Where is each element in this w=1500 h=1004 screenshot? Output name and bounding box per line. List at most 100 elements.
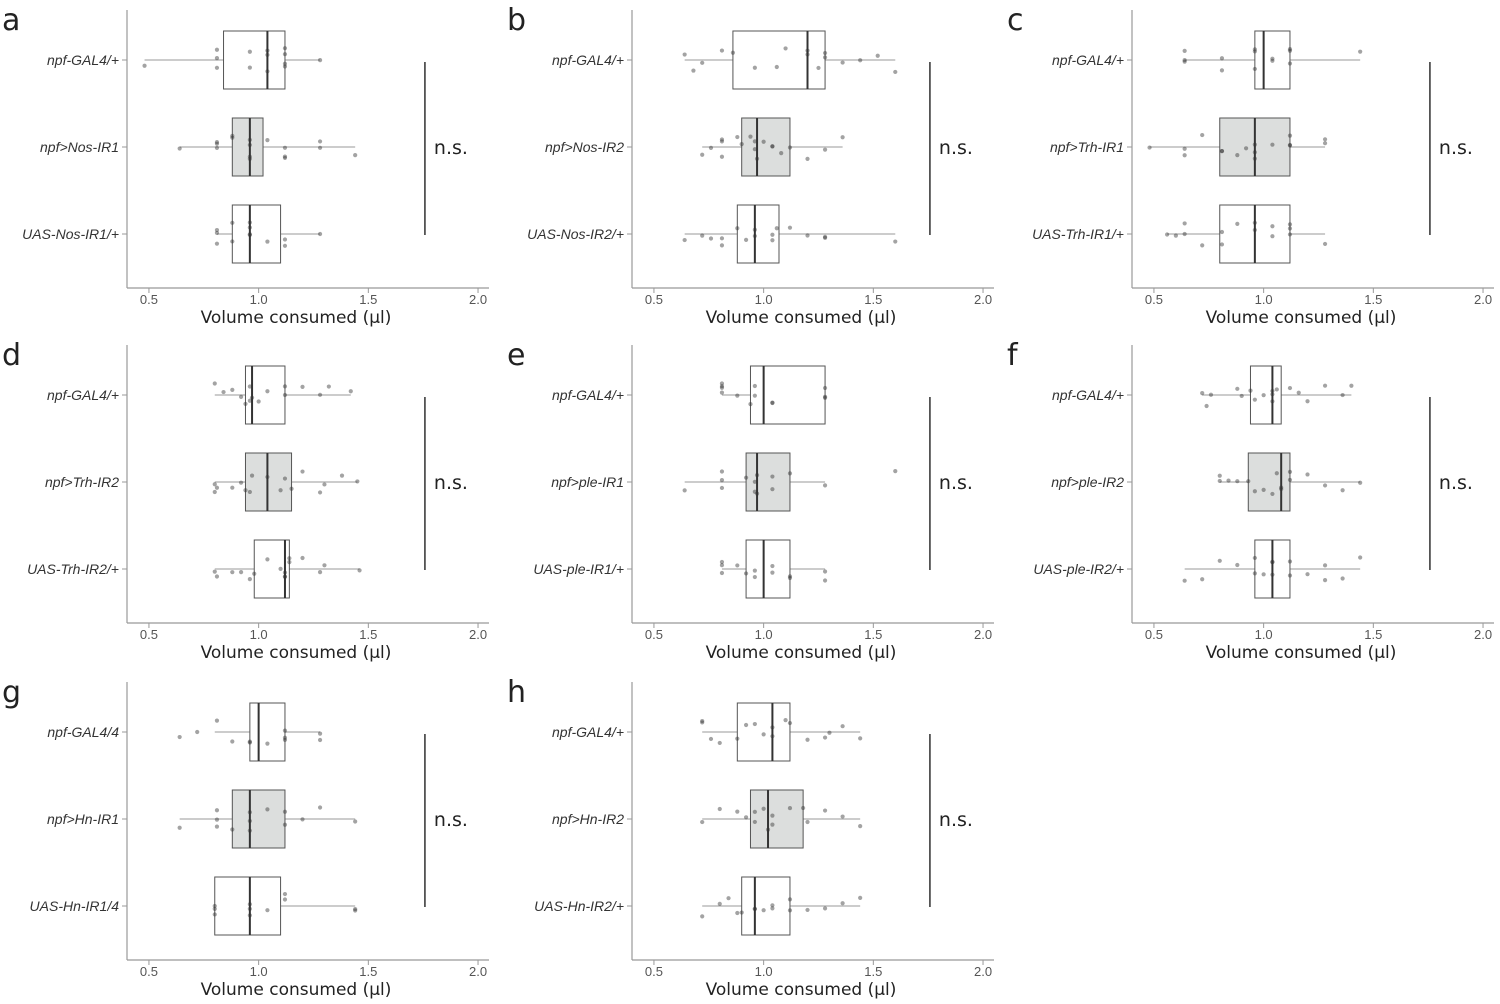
data-point: [1287, 573, 1293, 578]
data-point: [754, 156, 760, 161]
data-point: [743, 571, 749, 576]
data-point: [1252, 47, 1257, 52]
panel-e: e 0.5 1.0 1.5 2.0 Volume consumed (µl) npf-GAL…: [507, 338, 994, 663]
data-point: [719, 385, 725, 390]
panel-letter: c: [1007, 3, 1024, 38]
data-point: [1219, 68, 1225, 73]
data-point: [230, 220, 235, 225]
data-point: [691, 68, 696, 73]
data-point: [761, 139, 766, 144]
panel-letter: e: [507, 338, 525, 373]
data-point: [247, 739, 252, 744]
data-point: [247, 156, 252, 162]
data-point: [265, 474, 270, 480]
data-point: [719, 559, 725, 565]
group-label: UAS-Nos-IR2/+: [527, 226, 624, 242]
data-point: [214, 230, 220, 236]
group-label: npf>Hn-IR1: [47, 811, 119, 827]
data-point: [726, 896, 731, 901]
data-point: [282, 574, 288, 579]
data-point: [1182, 231, 1187, 237]
data-point: [317, 570, 323, 575]
data-point: [735, 736, 740, 741]
data-point: [230, 239, 235, 244]
data-point: [214, 140, 220, 145]
data-point: [1322, 483, 1328, 488]
data-point: [287, 556, 292, 561]
data-point: [1340, 576, 1345, 581]
data-point: [265, 239, 270, 244]
data-point: [752, 147, 757, 152]
data-point: [1261, 487, 1266, 492]
data-point: [355, 479, 360, 484]
data-point: [1182, 48, 1187, 54]
data-point: [770, 400, 775, 405]
data-point: [770, 734, 775, 739]
data-point: [719, 570, 725, 576]
data-point: [752, 906, 757, 912]
data-point: [326, 384, 331, 389]
data-point: [265, 52, 270, 57]
data-point: [770, 813, 775, 818]
significance-label: n.s.: [1439, 137, 1473, 159]
data-point: [212, 569, 217, 574]
data-point: [787, 720, 793, 726]
data-point: [278, 566, 283, 571]
group-label: UAS-Hn-IR1/4: [30, 898, 120, 914]
panel-h: h 0.5 1.0 1.5 2.0 Volume consumed (µl) npf-GAL…: [507, 675, 994, 1000]
data-point: [1270, 560, 1275, 565]
data-point: [752, 721, 757, 727]
data-point: [1182, 153, 1187, 158]
data-point: [353, 908, 358, 913]
data-point: [1305, 399, 1310, 404]
group-label: npf-GAL4/+: [47, 52, 119, 68]
data-point: [1208, 392, 1214, 397]
x-tick-label: 0.5: [645, 292, 663, 307]
x-axis-title: Volume consumed (µl): [1206, 643, 1397, 663]
data-point: [822, 808, 828, 813]
data-point: [300, 469, 305, 474]
data-point: [1270, 58, 1275, 63]
data-point: [348, 389, 353, 394]
data-point: [1322, 563, 1328, 568]
data-point: [282, 61, 288, 66]
data-point: [1165, 232, 1170, 237]
data-point: [282, 145, 288, 150]
data-point: [719, 137, 725, 142]
data-point: [214, 824, 220, 829]
data-point: [682, 237, 687, 243]
group-label: npf>Nos-IR2: [545, 139, 624, 155]
data-point: [827, 730, 832, 735]
data-point: [247, 489, 252, 495]
data-point: [247, 906, 252, 911]
data-point: [1358, 555, 1363, 560]
x-tick-label: 1.5: [864, 627, 882, 642]
data-point: [822, 569, 828, 574]
group-label: UAS-Nos-IR1/+: [22, 226, 119, 242]
data-point: [214, 718, 220, 723]
data-point: [214, 47, 220, 52]
data-point: [1287, 143, 1293, 148]
data-point: [774, 64, 779, 70]
data-point: [243, 488, 248, 493]
data-point: [700, 152, 705, 157]
data-point: [282, 64, 288, 69]
data-point: [719, 477, 725, 483]
data-point: [770, 725, 775, 730]
data-point: [214, 808, 220, 813]
data-point: [353, 819, 358, 824]
data-point: [717, 901, 722, 906]
x-tick-label: 0.5: [140, 627, 158, 642]
data-point: [1252, 555, 1257, 561]
panel-g: g 0.5 1.0 1.5 2.0 Volume consumed (µl) npf-GAL…: [2, 675, 489, 1000]
box: [231, 789, 286, 849]
data-point: [317, 145, 323, 150]
data-point: [787, 145, 793, 150]
data-point: [282, 737, 288, 743]
data-point: [214, 145, 220, 151]
data-point: [1147, 145, 1152, 150]
data-point: [247, 398, 252, 403]
data-point: [743, 237, 749, 243]
data-point: [247, 810, 252, 815]
x-axis-title: Volume consumed (µl): [706, 980, 897, 1000]
